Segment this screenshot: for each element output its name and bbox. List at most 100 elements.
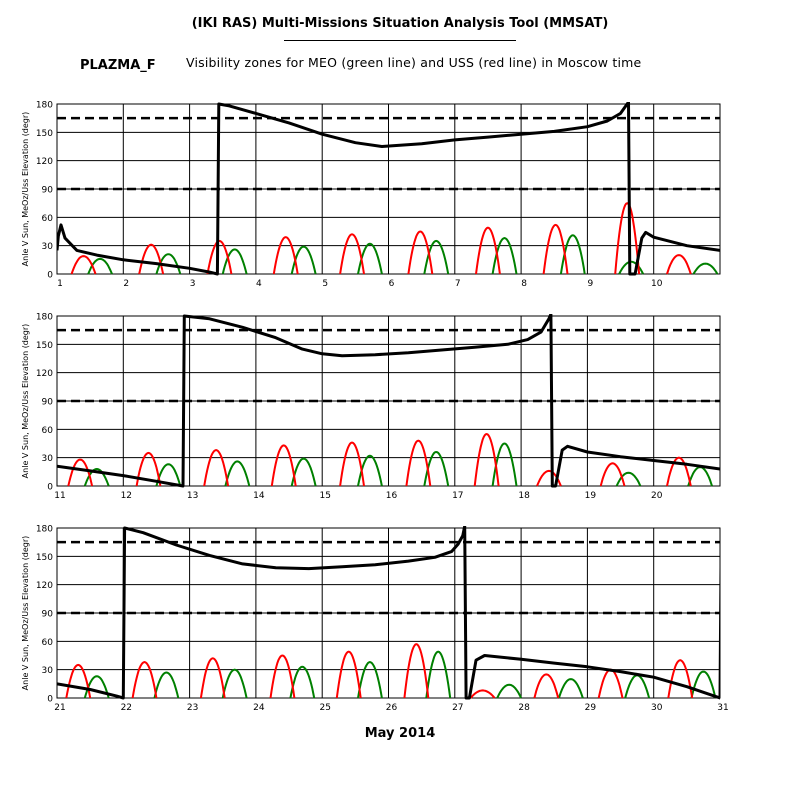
uss-pass xyxy=(138,243,165,275)
x-tick-label: 6 xyxy=(389,279,395,289)
uss-pass xyxy=(542,223,569,275)
panel-1: 0 30 60 90 120 150 180 1 2 3 4 5 6 7 8 9 10 Anle V Sun, M… xyxy=(21,101,721,289)
uss-pass xyxy=(533,673,560,699)
uss-pass xyxy=(131,661,158,699)
x-tick-label: 7 xyxy=(455,279,461,289)
meo-pass xyxy=(624,674,651,699)
sun-angle-line xyxy=(57,314,720,488)
uss-pass xyxy=(206,239,233,275)
meo-pass xyxy=(491,237,518,275)
meo-pass xyxy=(224,460,251,487)
x-tick-label: 21 xyxy=(54,703,65,713)
panel-3: 0 30 60 90 120 150 180 21 22 23 24 25 26 27 28 29 30 31 An… xyxy=(21,525,729,714)
x-tick-label: 11 xyxy=(54,491,65,501)
uss-pass xyxy=(469,689,496,699)
uss-pass xyxy=(203,449,230,487)
x-tick-label: 10 xyxy=(651,279,663,289)
title-underline xyxy=(284,40,516,41)
sun-angle-line xyxy=(57,526,720,700)
meo-pass xyxy=(687,466,713,487)
x-tick-label: 8 xyxy=(521,279,527,289)
uss-pass xyxy=(269,654,296,699)
x-tick-label: 27 xyxy=(452,703,463,713)
uss-pass xyxy=(666,254,692,275)
uss-pass xyxy=(335,650,362,699)
y-tick-label: 180 xyxy=(36,313,53,323)
x-tick-label: 14 xyxy=(253,491,265,501)
y-tick-label: 60 xyxy=(42,214,54,224)
meo-pass xyxy=(692,262,719,275)
uss-pass xyxy=(199,657,226,699)
y-tick-label: 90 xyxy=(42,610,54,620)
y-tick-label: 150 xyxy=(36,553,53,563)
uss-pass xyxy=(407,230,434,275)
x-tick-label: 31 xyxy=(717,703,728,713)
y-tick-label: 120 xyxy=(36,581,53,591)
x-tick-label: 12 xyxy=(121,491,132,501)
meo-pass xyxy=(690,670,717,699)
uss-pass xyxy=(403,643,430,699)
uss-pass xyxy=(473,433,500,487)
y-tick-label: 60 xyxy=(42,638,54,648)
uss-pass xyxy=(597,668,624,699)
x-tick-label: 16 xyxy=(386,491,398,501)
y-tick-label: 120 xyxy=(36,369,53,379)
meo-pass xyxy=(221,668,248,699)
x-tick-label: 20 xyxy=(651,491,663,501)
y-tick-label: 150 xyxy=(36,129,53,139)
y-tick-label: 30 xyxy=(42,666,54,676)
satellite-name: PLAZMA_F xyxy=(80,58,156,73)
x-tick-label: 28 xyxy=(518,703,530,713)
y-tick-label: 0 xyxy=(47,695,53,705)
x-tick-label: 1 xyxy=(57,279,63,289)
y-tick-label: 60 xyxy=(42,426,54,436)
x-tick-label: 17 xyxy=(452,491,463,501)
month-label: May 2014 xyxy=(364,726,436,741)
x-tick-label: 24 xyxy=(253,703,265,713)
uss-pass xyxy=(67,458,94,487)
x-tick-label: 30 xyxy=(651,703,663,713)
uss-pass xyxy=(599,462,626,487)
x-tick-label: 23 xyxy=(187,703,198,713)
x-tick-label: 9 xyxy=(588,279,594,289)
y-tick-label: 150 xyxy=(36,341,53,351)
x-tick-label: 4 xyxy=(256,279,262,289)
meo-pass xyxy=(221,248,248,275)
meo-pass xyxy=(496,683,523,699)
y-tick-label: 0 xyxy=(47,271,53,281)
uss-pass xyxy=(339,441,365,487)
x-tick-label: 3 xyxy=(190,279,196,289)
y-tick-label: 90 xyxy=(42,398,54,408)
meo-pass xyxy=(557,678,584,699)
x-tick-label: 25 xyxy=(319,703,330,713)
uss-pass xyxy=(270,444,297,487)
uss-pass xyxy=(667,659,694,699)
y-axis-label: Anle V Sun, MeOz/Uss Elevation (degr) xyxy=(21,324,30,479)
uss-pass xyxy=(475,226,501,275)
y-axis-label: Anle V Sun, MeOz/Uss Elevation (degr) xyxy=(21,112,30,267)
uss-pass xyxy=(614,202,641,275)
x-tick-label: 15 xyxy=(319,491,330,501)
x-tick-label: 5 xyxy=(322,279,328,289)
meo-pass xyxy=(425,650,452,699)
x-tick-label: 2 xyxy=(123,279,129,289)
meo-pass xyxy=(423,239,450,275)
meo-pass xyxy=(615,471,642,487)
y-tick-label: 90 xyxy=(42,186,54,196)
x-tick-label: 29 xyxy=(585,703,597,713)
x-tick-label: 22 xyxy=(121,703,132,713)
y-tick-label: 180 xyxy=(36,101,53,111)
x-tick-label: 13 xyxy=(187,491,198,501)
x-tick-label: 18 xyxy=(518,491,530,501)
uss-pass xyxy=(65,663,92,699)
plot-subtitle: Visibility zones for MEO (green line) an… xyxy=(186,55,642,70)
x-tick-label: 19 xyxy=(585,491,597,501)
x-tick-label: 26 xyxy=(386,703,398,713)
panel-2: 0 30 60 90 120 150 180 11 12 13 14 15 16 17 18 19 20 Anle… xyxy=(21,313,721,501)
page-title: (IKI RAS) Multi-Missions Situation Analy… xyxy=(191,16,609,31)
meo-pass xyxy=(357,661,383,699)
uss-pass xyxy=(135,451,162,487)
uss-pass xyxy=(339,233,365,275)
y-tick-label: 180 xyxy=(36,525,53,535)
